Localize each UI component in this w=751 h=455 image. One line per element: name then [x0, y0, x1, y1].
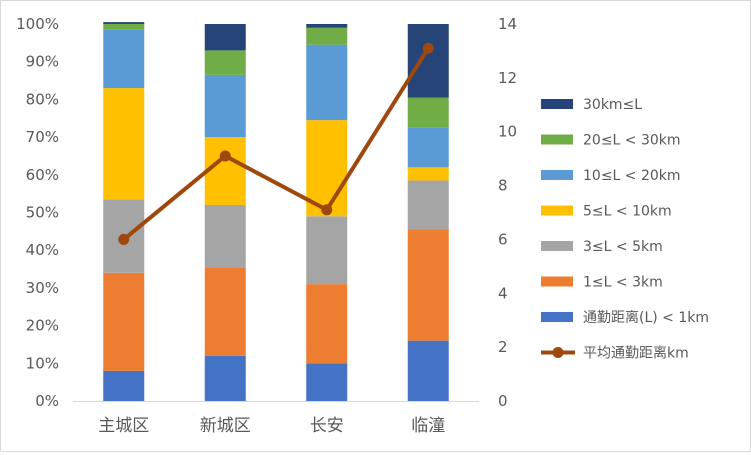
left-axis-tick-label: 90%: [26, 53, 59, 71]
bar-segment-4-2: [204, 137, 246, 205]
bar-segment-6-1: [103, 24, 145, 30]
bar-segment-6-3: [306, 27, 348, 45]
left-axis-tick-label: 70%: [26, 128, 59, 146]
bar-segment-4-3: [306, 120, 348, 217]
bar-segment-1-1: [103, 370, 145, 401]
legend-swatch: [541, 134, 573, 145]
average-distance-line: [122, 47, 430, 241]
average-distance-point: [321, 204, 333, 216]
x-axis-category-label: 临潼: [411, 416, 445, 436]
bar-segment-6-2: [204, 50, 246, 75]
right-axis-tick-label: 12: [498, 69, 517, 87]
legend-label: 20≤L < 30km: [583, 133, 681, 149]
x-axis-category-label: 主城区: [98, 416, 149, 436]
right-axis-tick-label: 8: [498, 177, 508, 195]
bar-segment-2-2: [204, 267, 246, 356]
bar-segment-3-4: [407, 180, 449, 230]
bar-segment-4-1: [103, 88, 145, 200]
bar-segment-2-3: [306, 284, 348, 364]
bar-segment-5-1: [103, 29, 145, 89]
left-axis-tick-label: 20%: [26, 317, 59, 335]
legend-swatch: [541, 205, 573, 216]
bar-segment-3-3: [306, 216, 348, 285]
legend-label: 1≤L < 3km: [583, 275, 663, 291]
bar-segment-3-2: [204, 204, 246, 268]
legend-label: 平均通勤距离km: [583, 345, 689, 362]
bar-segment-2-4: [407, 229, 449, 341]
left-axis-tick-label: 0%: [35, 392, 59, 410]
bars-layer: [103, 22, 449, 401]
legend-swatch: [541, 99, 573, 109]
bar-segment-1-4: [407, 340, 449, 401]
average-distance-point: [219, 150, 231, 162]
legend-label: 3≤L < 5km: [583, 239, 663, 255]
left-axis-tick-label: 80%: [26, 90, 59, 108]
bar-segment-5-4: [407, 127, 449, 168]
line-layer: [118, 42, 434, 245]
legend-swatch: [541, 170, 573, 180]
right-axis-tick-label: 6: [498, 230, 508, 248]
axes-layer: 0% 10% 20% 30% 40% 50% 60% 70% 80% 90% 100% 0 2 4 6 8 10…: [16, 15, 517, 436]
bar-segment-2-1: [103, 272, 145, 371]
bar-segment-6-4: [407, 97, 449, 128]
legend-label: 10≤L < 20km: [583, 168, 681, 184]
bar-segment-5-2: [204, 74, 246, 138]
left-axis-tick-label: 50%: [26, 204, 59, 222]
legend-label: 通勤距离(L) < 1km: [583, 309, 709, 326]
right-axis-tick-label: 10: [498, 123, 517, 141]
bar-segment-7-4: [407, 24, 449, 98]
legend-label: 5≤L < 10km: [583, 204, 672, 220]
right-axis-tick-label: 0: [498, 392, 508, 410]
left-axis-tick-label: 40%: [26, 241, 59, 259]
bar-segment-1-3: [306, 363, 348, 401]
bar-segment-7-3: [306, 24, 348, 28]
bar-segment-4-4: [407, 167, 449, 181]
left-axis-tick-label: 100%: [16, 15, 59, 33]
right-axis-tick-label: 2: [498, 338, 508, 356]
bar-segment-7-2: [204, 24, 246, 51]
bar-segment-7-1: [103, 22, 145, 24]
x-axis-category-label: 长安: [310, 416, 344, 436]
legend-label: 30km≤L: [583, 97, 642, 113]
left-axis-tick-label: 60%: [26, 166, 59, 184]
average-distance-point: [422, 42, 434, 54]
legend-swatch: [541, 241, 573, 251]
legend: 30km≤L 20≤L < 30km 10≤L < 20km 5≤L < 10km 3≤…: [541, 97, 709, 362]
bar-segment-5-3: [306, 44, 348, 121]
x-axis-category-label: 新城区: [200, 416, 251, 436]
legend-line-marker: [552, 347, 564, 358]
legend-swatch: [541, 276, 573, 287]
average-distance-point: [118, 233, 130, 245]
right-axis-tick-label: 4: [498, 284, 508, 302]
bar-segment-1-2: [204, 355, 246, 401]
legend-swatch: [541, 312, 573, 322]
right-axis-tick-label: 14: [498, 15, 517, 33]
left-axis-tick-label: 10%: [26, 354, 59, 372]
left-axis-tick-label: 30%: [26, 279, 59, 297]
